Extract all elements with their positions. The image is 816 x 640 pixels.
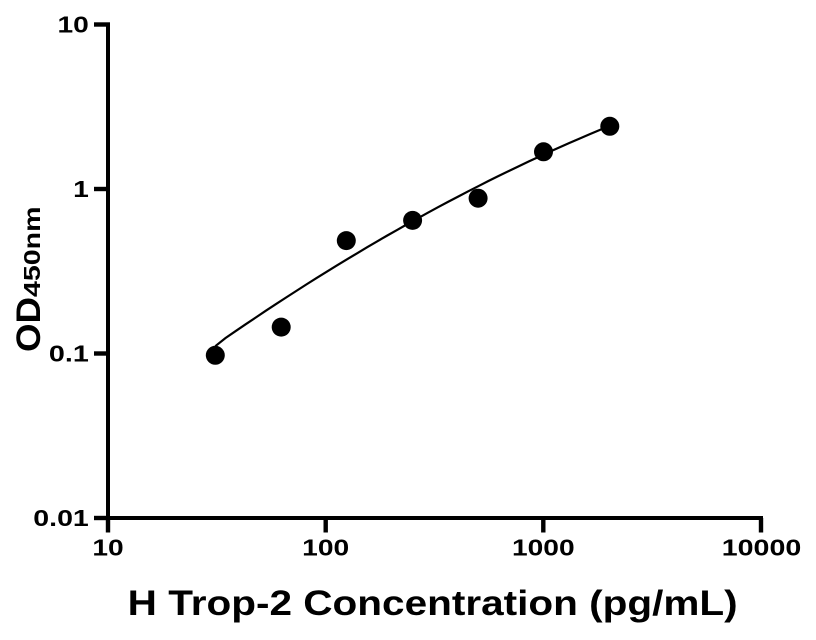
svg-text:10: 10 <box>92 535 123 561</box>
svg-text:0.1: 0.1 <box>49 341 89 367</box>
svg-text:10: 10 <box>58 12 89 38</box>
svg-text:450nm: 450nm <box>19 207 45 298</box>
svg-text:1000: 1000 <box>512 535 575 561</box>
svg-text:1: 1 <box>73 176 89 202</box>
svg-text:0.01: 0.01 <box>33 505 89 531</box>
svg-text:H Trop-2 Concentration (pg/mL): H Trop-2 Concentration (pg/mL) <box>128 584 738 623</box>
svg-text:10000: 10000 <box>722 535 802 561</box>
svg-text:OD: OD <box>10 297 48 352</box>
svg-text:100: 100 <box>302 535 349 561</box>
